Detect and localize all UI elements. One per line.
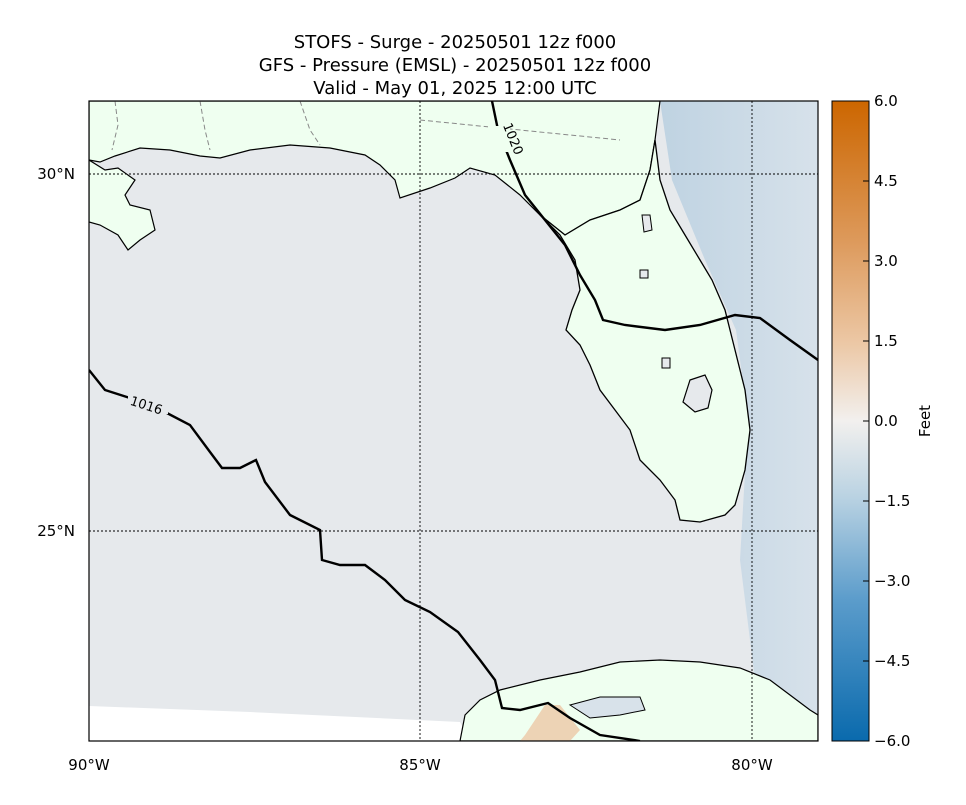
no-data-region [89,706,470,741]
colorbar-tick-label: 3.0 [874,252,898,270]
colorbar-tick-label: 4.5 [874,172,898,190]
title-line-1: STOFS - Surge - 20250501 12z f000 [293,32,617,53]
map-frame [88,100,819,742]
state-border [299,101,321,146]
colorbar-tick-label: −6.0 [874,732,910,750]
lon-label-90w: 90°W [68,756,110,774]
lake-okeechobee [682,374,713,413]
colorbar-tick-label: 0.0 [874,412,898,430]
lat-label-25n: 25°N [37,522,75,540]
colorbar-label: Feet [916,405,934,437]
lon-label-80w: 80°W [731,756,773,774]
title-line-2: GFS - Pressure (EMSL) - 20250501 12z f00… [258,55,652,76]
colorbar-tick-label: −3.0 [874,572,910,590]
state-border [111,101,119,151]
small-lake [661,357,671,369]
small-lake [641,214,653,233]
isobar-1020 [490,101,818,361]
colorbar-tick-label: −1.5 [874,492,910,510]
lon-label-85w: 85°W [399,756,441,774]
small-lake [639,269,649,279]
colorbar-gradient [831,100,870,742]
cuba-bay [568,696,646,719]
lat-label-30n: 30°N [37,165,75,183]
atlantic-surge-anomaly [660,101,818,720]
colorbar-tick-label: −4.5 [874,652,910,670]
isobar-1016 [89,369,641,741]
florida-peninsula [539,139,751,523]
colorbar-tick-label: 1.5 [874,332,898,350]
colorbar: 6.0 4.5 3.0 1.5 0.0 −1.5 −3.0 −4.5 −6.0 Feet [831,92,934,750]
map-plot-area [89,101,818,741]
louisiana-delta [89,159,156,251]
colorbar-tick-label: 6.0 [874,92,898,110]
graticule [89,101,818,741]
state-border [419,119,621,141]
state-border [199,101,211,151]
title-line-3: Valid - May 01, 2025 12:00 UTC [313,78,597,99]
